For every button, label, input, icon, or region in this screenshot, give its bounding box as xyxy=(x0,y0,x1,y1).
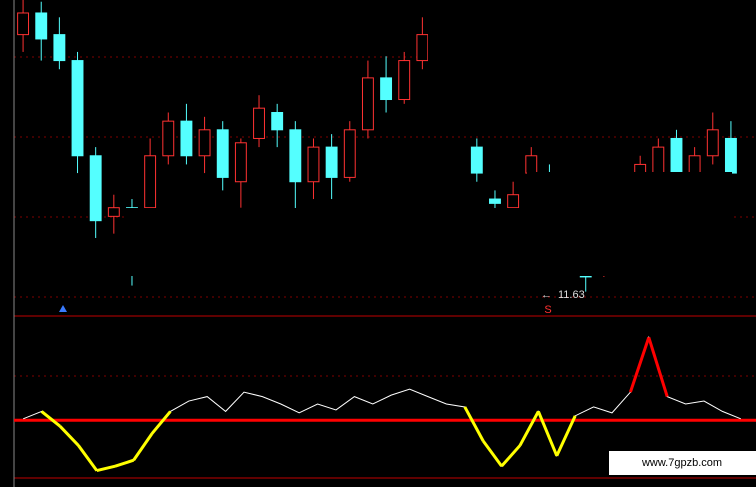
candle-body xyxy=(507,194,520,209)
candle-body xyxy=(107,207,120,217)
indicator-highlight xyxy=(500,444,522,468)
watermark-box xyxy=(609,451,756,475)
candle-body xyxy=(724,137,737,174)
indicator-highlight xyxy=(77,444,99,472)
indicator-highlight xyxy=(58,425,80,447)
candle-body xyxy=(17,12,30,36)
candle-body xyxy=(380,77,393,101)
candle-body xyxy=(198,129,211,157)
candle-body xyxy=(216,129,229,178)
redaction-box xyxy=(527,172,732,238)
indicator-highlight xyxy=(40,410,61,428)
candle-body xyxy=(361,77,374,131)
indicator-highlight xyxy=(463,406,485,442)
candle-body xyxy=(71,60,84,157)
candle-body xyxy=(289,129,302,183)
indicator-highlight xyxy=(555,415,577,457)
candle-body xyxy=(652,146,665,174)
low-arrow: ← xyxy=(541,289,552,301)
candle-body xyxy=(89,155,102,222)
indicator-highlight xyxy=(96,464,116,473)
candle-body xyxy=(416,34,429,62)
sell-signal: S xyxy=(544,304,551,316)
indicator-highlight xyxy=(537,410,559,457)
candle-body xyxy=(688,155,701,174)
candle-body xyxy=(706,129,719,157)
indicator-highlight xyxy=(518,410,540,447)
candle-body xyxy=(343,129,356,178)
indicator-highlight xyxy=(647,336,669,398)
redaction-box xyxy=(428,0,756,112)
candle-body xyxy=(670,137,683,174)
candle-body xyxy=(180,120,193,157)
candle-body xyxy=(253,107,265,139)
candle-body xyxy=(162,120,175,157)
candle-body xyxy=(398,60,411,101)
candle-body xyxy=(234,142,247,183)
candle-body xyxy=(144,155,157,209)
candle-body xyxy=(470,146,483,174)
candle-body xyxy=(325,146,338,178)
candle-body xyxy=(53,34,66,62)
indicator-highlight xyxy=(114,458,135,468)
candle-body xyxy=(525,155,538,174)
candle-body xyxy=(307,146,320,183)
buy-marker xyxy=(59,305,67,312)
watermark: www.7gpzb.com xyxy=(641,457,722,469)
indicator-highlight xyxy=(481,440,503,468)
low-label: 11.63 xyxy=(558,289,585,301)
candle-body xyxy=(271,112,284,131)
indicator-highlight xyxy=(628,336,651,393)
candle-body xyxy=(35,12,48,40)
indicator-panel xyxy=(14,335,756,473)
indicator-highlight xyxy=(150,410,172,435)
indicator-highlight xyxy=(132,432,154,462)
candle-body xyxy=(489,198,501,204)
